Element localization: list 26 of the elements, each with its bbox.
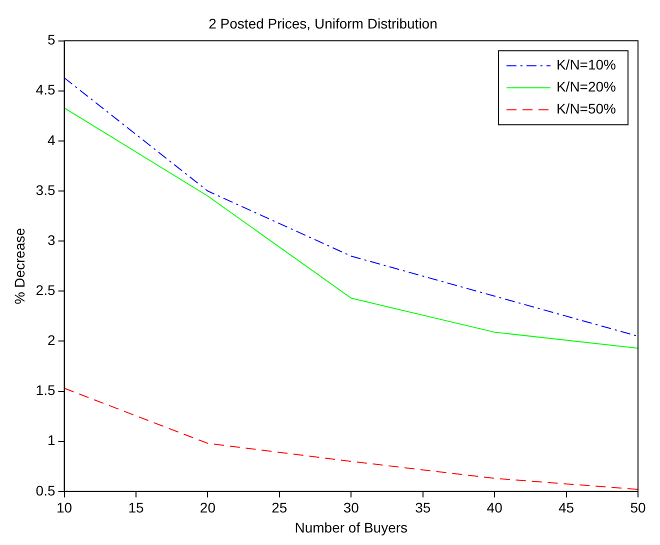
legend-label: K/N=20% — [556, 78, 616, 95]
chart-title: 2 Posted Prices, Uniform Distribution — [208, 15, 438, 32]
y-tick-label: 2.5 — [36, 282, 56, 298]
legend-label: K/N=50% — [556, 100, 616, 117]
y-tick-label: 4 — [47, 132, 56, 148]
y-tick-label: 3.5 — [36, 182, 56, 198]
x-tick-label: 20 — [200, 500, 216, 516]
y-axis-title: % Decrease — [11, 228, 28, 304]
y-tick-label: 3 — [47, 232, 56, 248]
y-tick-label: 4.5 — [36, 82, 56, 98]
legend-label: K/N=10% — [556, 56, 616, 73]
x-tick-label: 40 — [486, 500, 503, 516]
line-series — [64, 77, 638, 337]
x-axis-title: Number of Buyers — [294, 519, 408, 536]
x-tick-label: 30 — [343, 500, 360, 516]
x-tick-label: 35 — [415, 500, 431, 516]
y-tick-label: 2 — [47, 332, 56, 348]
x-tick-label: 45 — [558, 500, 574, 516]
x-tick-label: 50 — [630, 500, 646, 516]
x-tick-label: 10 — [56, 500, 72, 516]
x-tick-label: 15 — [128, 500, 144, 516]
y-tick-label: 1.5 — [36, 382, 56, 398]
y-tick-label: 5 — [47, 32, 56, 48]
y-tick-label: 0.5 — [36, 482, 56, 498]
y-tick-label: 1 — [47, 432, 56, 448]
x-tick-label: 25 — [272, 500, 288, 516]
